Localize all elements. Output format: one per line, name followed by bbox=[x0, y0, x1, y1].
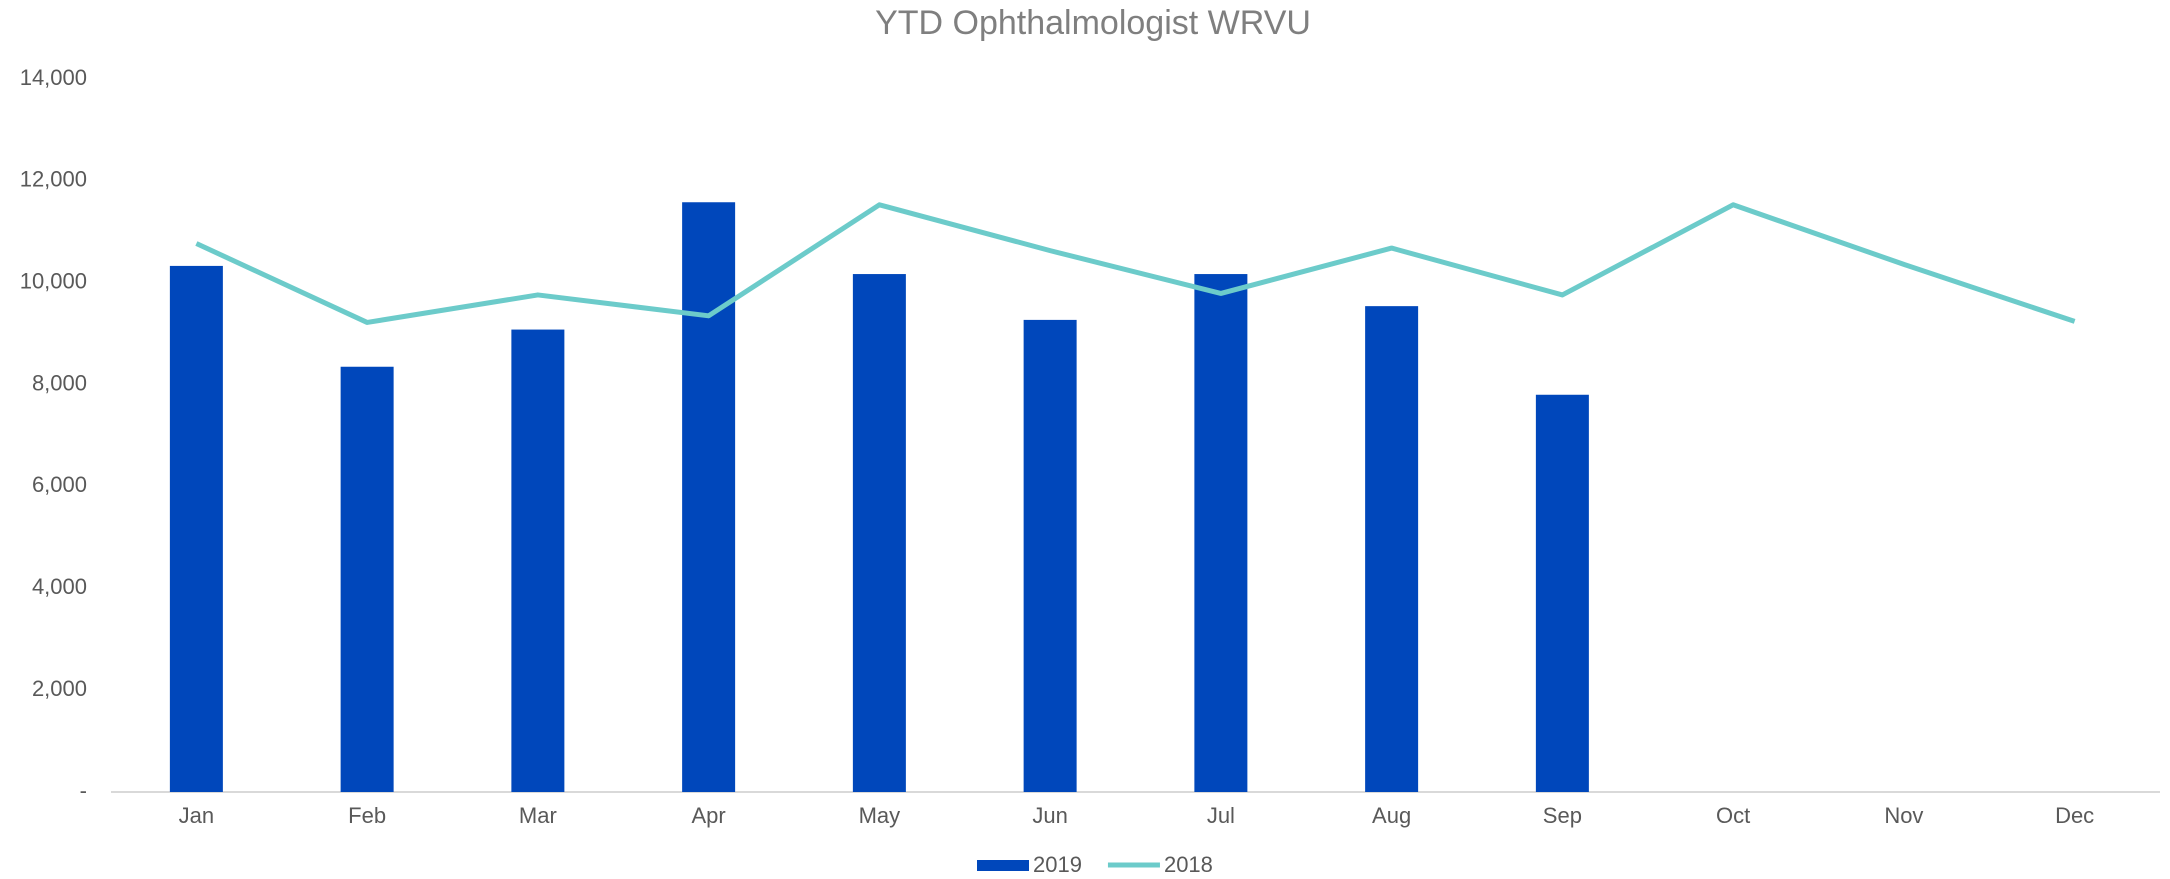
bar bbox=[340, 366, 394, 792]
chart-title: YTD Ophthalmologist WRVU bbox=[875, 4, 1311, 42]
x-tick-label: Aug bbox=[1372, 803, 1411, 828]
x-tick-label: Apr bbox=[692, 803, 726, 828]
bar bbox=[1535, 394, 1589, 792]
x-tick-label: Feb bbox=[348, 803, 386, 828]
x-tick-label: Oct bbox=[1716, 803, 1750, 828]
x-tick-label: May bbox=[859, 803, 901, 828]
x-tick-label: Sep bbox=[1543, 803, 1582, 828]
bar bbox=[1365, 306, 1419, 792]
x-tick-label: Jun bbox=[1032, 803, 1067, 828]
y-tick-label: 14,000 bbox=[20, 65, 87, 90]
y-tick-label: 8,000 bbox=[32, 370, 87, 395]
y-tick-label: 4,000 bbox=[32, 574, 87, 599]
bar bbox=[511, 329, 565, 792]
bar bbox=[169, 265, 223, 793]
line bbox=[195, 202, 2076, 325]
x-tick-label: Jul bbox=[1207, 803, 1235, 828]
legend-swatch bbox=[977, 860, 1029, 871]
y-tick-label: 12,000 bbox=[20, 167, 87, 192]
bar bbox=[852, 274, 906, 793]
bar bbox=[1023, 319, 1077, 792]
x-tick-label: Dec bbox=[2055, 803, 2094, 828]
x-tick-label: Mar bbox=[519, 803, 557, 828]
bar bbox=[1194, 274, 1248, 793]
bar bbox=[682, 202, 736, 793]
y-tick-label: 10,000 bbox=[20, 269, 87, 294]
x-tick-label: Nov bbox=[1884, 803, 1923, 828]
legend-label: 2019 bbox=[1033, 852, 1082, 877]
y-tick-label: 2,000 bbox=[32, 676, 87, 701]
legend-label: 2018 bbox=[1164, 852, 1213, 877]
y-tick-label: 6,000 bbox=[32, 472, 87, 497]
x-tick-label: Jan bbox=[179, 803, 214, 828]
y-tick-label: - bbox=[80, 778, 87, 803]
